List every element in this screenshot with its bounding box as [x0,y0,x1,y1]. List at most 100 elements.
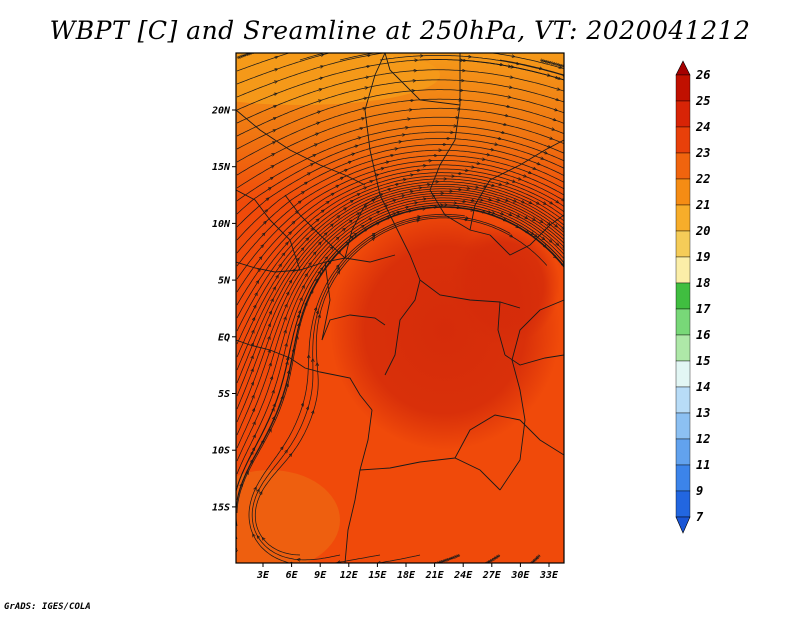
streamline-arrow [339,178,342,179]
colorbar: 26 25 24 23 22 21 20 19 18 17 16 15 14 13 12 11 9 7 [675,60,711,534]
streamline-arrow [315,309,316,312]
streamline-arrow [336,238,338,240]
streamline-arrow [273,94,276,95]
lon-label: 18E [397,570,416,581]
lat-label: EQ [218,332,230,343]
streamline-arrow [552,119,555,120]
streamline [236,206,564,527]
colorbar-label: 9 [696,484,703,498]
streamline-arrow [520,201,523,202]
streamline-arrow [329,262,330,264]
streamline-arrow [289,233,291,235]
streamline-arrow [540,221,542,222]
streamline-arrow [254,436,255,439]
streamline-arrow [286,345,287,348]
streamline-arrow [241,485,242,488]
streamline-arrow [299,312,300,315]
streamline [236,164,564,293]
streamline-arrow [254,306,255,308]
streamline-arrow [271,154,273,155]
streamline-arrow [556,243,558,245]
lon-label: 15E [368,570,387,581]
cool-patch-southwest [236,470,340,563]
streamline-arrow [312,412,313,415]
streamline-arrow [269,325,270,328]
streamline-arrow [304,183,306,184]
streamline-arrow [253,535,254,537]
streamline-arrow [290,282,291,284]
streamline-arrow [532,168,535,169]
streamline-arrow [251,461,252,464]
streamline [236,89,564,150]
streamline-arrow [320,55,322,56]
colorbar-segment [675,464,691,492]
lat-label: 15S [212,502,230,513]
streamline-arrow [258,491,259,493]
streamline-arrow [346,243,348,245]
streamline-arrow [553,109,556,110]
streamline-arrow [487,212,489,213]
streamline-arrow [292,222,294,224]
streamline [236,160,564,280]
streamline-arrow [543,152,546,153]
longitude-axis: 3E 6E 9E 12E 15E 18E 21E 24E 27E 30E 33E [256,563,559,581]
streamline-arrow [479,200,481,201]
streamline [539,60,564,68]
streamline [236,53,266,58]
streamline-arrow [285,451,286,453]
lat-label: 10S [212,446,230,457]
lat-label: 20N [211,106,231,117]
streamline-arrow [255,488,256,491]
streamline-arrow [273,82,276,83]
streamline-arrow [270,430,271,432]
streamline-arrow [372,239,374,240]
streamline-arrow [512,201,515,202]
streamline-arrow [282,397,283,400]
streamline-arrow [505,183,507,184]
streamline-arrow [269,351,270,354]
warm-core-east [450,225,560,345]
streamline-arrow [510,235,512,236]
streamline [459,59,564,81]
streamline [499,59,564,76]
streamline-arrow [265,211,267,212]
colorbar-label: 23 [695,146,710,160]
streamline-arrow [253,449,254,451]
streamline-arrow [309,164,312,165]
streamline-arrow [534,235,536,236]
streamline-arrow [247,473,248,476]
colorbar-segment [675,178,691,206]
streamline-arrow [316,112,319,113]
streamline-arrow [504,115,507,116]
streamline-arrow [272,130,274,131]
streamline-arrow [274,405,275,408]
streamline-arrow [363,98,365,99]
streamline-arrow [269,338,270,341]
streamline-arrow [252,332,253,334]
colorbar-segment [675,412,691,440]
streamline-arrow [336,186,338,187]
lat-label: 5N [218,276,231,287]
streamline-arrow [496,200,499,201]
streamline-arrow [324,234,326,236]
streamline-arrow [273,69,276,70]
streamline-arrow [314,134,317,135]
streamline-arrow [504,200,507,201]
streamline-arrow [385,162,388,163]
colorbar-label: 25 [695,94,710,108]
streamline-arrow [286,306,287,308]
streamline-arrow [288,372,289,375]
streamline-arrow [262,442,263,444]
colorbar-segment [675,490,691,518]
streamline [236,79,564,137]
streamline-arrow [369,219,371,220]
streamline-arrow [303,287,304,289]
streamline [339,53,376,61]
streamline-arrow [554,77,557,78]
streamline-arrow [562,227,564,228]
streamline-arrow [561,199,563,200]
streamline-arrow [546,75,549,76]
streamline-arrow [321,269,322,271]
streamline-arrow [311,292,312,294]
